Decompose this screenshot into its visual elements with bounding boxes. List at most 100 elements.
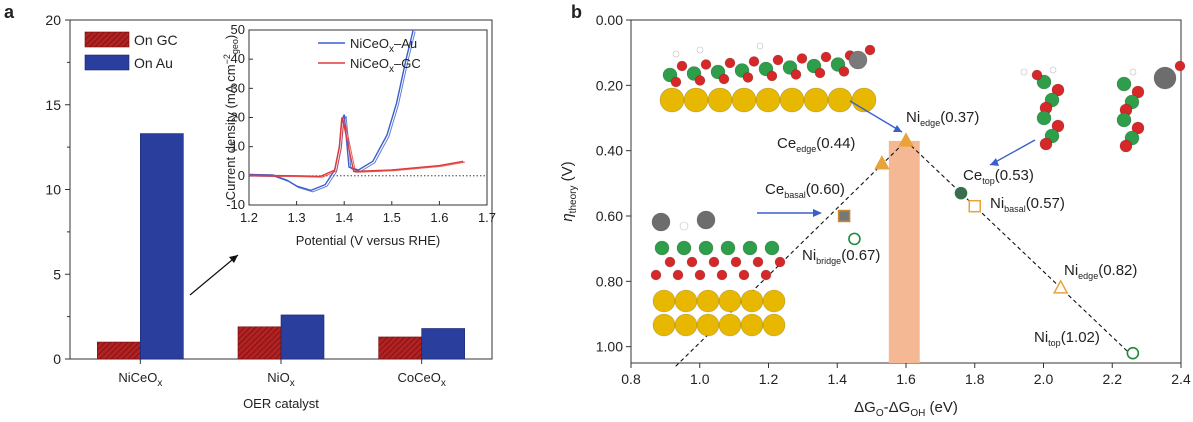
nickel-atom [1153,66,1177,90]
legend-swatch-au [84,54,130,71]
ceria-atom [764,240,780,256]
gold-atom [762,313,786,337]
hydrogen-atom [1020,68,1028,76]
inset-x-tick-label: 1.2 [240,210,258,225]
oxygen-atom [748,56,760,67]
oxygen-atom [694,75,706,86]
oxygen-atom [864,44,876,56]
gold-atom [740,313,764,337]
oxygen-atom [716,269,728,281]
legend-label-au: On Au [134,55,173,71]
legend-label-gc: On GC [134,32,178,48]
nickel-atom [651,212,671,232]
hydrogen-atom [696,46,704,54]
hydrogen-atom [756,42,764,50]
oxygen-atom [772,54,784,66]
gold-atom [674,289,698,313]
optimal-band [888,140,920,363]
marker-ni-bridge [848,232,861,246]
inset-curve-return-gc [250,118,466,178]
b-y-tick-label: 0.40 [596,143,623,159]
inset-y-tick-label: -10 [226,197,245,212]
oxygen-atom [738,269,750,281]
oxygen-atom [1131,85,1145,99]
gold-atom [740,289,764,313]
inset-y-axis-title: Current density (mA cm−2geo) [222,35,240,200]
inset-x-axis-title: Potential (V versus RHE) [296,233,441,248]
gold-atom [659,87,685,113]
b-x-tick-label: 1.4 [828,371,848,387]
b-x-tick-label: 1.0 [690,371,710,387]
y-tick-label: 20 [45,12,61,28]
x-tick-label: CoCeOx [397,370,445,389]
ceria-atom [676,240,692,256]
bar-au-niceo [140,133,184,360]
y-tick-label: 15 [45,97,61,113]
b-y-axis-title: ηtheory (V) [559,161,579,221]
gold-atom [827,87,853,113]
structure-arrowhead-1 [893,125,902,132]
annotation-ce-basal: Cebasal(0.60) [765,181,845,200]
oxygen-atom [1039,137,1053,151]
marker-ni-edge-low [1052,279,1069,294]
inset-y-tick-label: 10 [231,139,245,154]
bar-gc-coceo [378,336,422,360]
panel-b-axes: 0.8 1.0 1.2 1.4 1.6 1.8 2.0 2.2 2.4 0.00 0.20 0.40 0… [559,12,1191,419]
b-x-tick-label: 1.8 [965,371,985,387]
oxygen-atom [700,59,712,70]
oxygen-atom [760,269,772,281]
panel-a-label: a [4,2,15,22]
gold-atom [707,87,733,113]
panel-a-bars [97,133,465,360]
b-x-tick-label: 0.8 [621,371,641,387]
b-y-tick-label: 0.00 [596,12,623,28]
oxygen-atom [1131,121,1145,135]
marker-ni-top [1126,346,1140,360]
inset-y-tick-label: 20 [231,110,245,125]
x-tick-label: NiCeOx [118,370,162,389]
x-tick-label: NiOx [267,370,294,389]
panel-b-label: b [571,2,582,22]
oxygen-atom [1174,60,1186,72]
inset-x-tick-label: 1.6 [430,210,448,225]
oxygen-atom [650,269,662,281]
marker-ce-basal [837,209,851,223]
panel-a-axes: 0 5 10 15 20 NiCeOx NiOx CoCeOx OER catalyst [45,12,493,411]
ceria-atom [698,240,714,256]
inset-x-tick-label: 1.5 [383,210,401,225]
annotation-ni-edge-low: Niedge(0.82) [1064,262,1137,281]
gold-atom [652,289,676,313]
annotation-ni-top: Nitop(1.02) [1034,329,1100,348]
inset-pointer-arrow [189,254,239,296]
panel-a-legend: On GC On Au [84,31,178,71]
oxygen-atom [724,57,736,69]
oxygen-atom [742,72,754,83]
gold-atom [779,87,805,113]
b-x-tick-label: 2.2 [1103,371,1123,387]
bar-au-nio [280,314,325,360]
structure-arrow-2 [989,139,1036,166]
b-y-tick-label: 1.00 [596,339,623,355]
bar-au-coceo [421,328,465,360]
b-x-tick-label: 2.0 [1034,371,1054,387]
inset-x-tick-label: 1.4 [335,210,353,225]
marker-ni-edge-top [898,132,914,147]
oxygen-atom [752,256,764,268]
structure-arrowhead-2 [990,158,999,166]
oxygen-atom [670,76,682,88]
marker-ni-basal [968,199,981,213]
hydrogen-atom [679,221,689,231]
b-y-tick-label: 0.20 [596,77,623,93]
b-y-tick-label: 0.80 [596,273,623,289]
inset-x-tick-label: 1.3 [288,210,306,225]
gold-atom [731,87,757,113]
nickel-atom [696,210,716,230]
inset-y-tick-label: 0 [238,168,245,183]
ceria-atom [1116,112,1132,128]
annotation-ni-bridge: Nibridge(0.67) [802,247,880,266]
annotation-ni-edge-top: Niedge(0.37) [906,109,979,128]
b-x-tick-label: 1.2 [759,371,779,387]
b-x-tick-label: 2.4 [1171,371,1191,387]
oxygen-atom [1051,83,1065,97]
